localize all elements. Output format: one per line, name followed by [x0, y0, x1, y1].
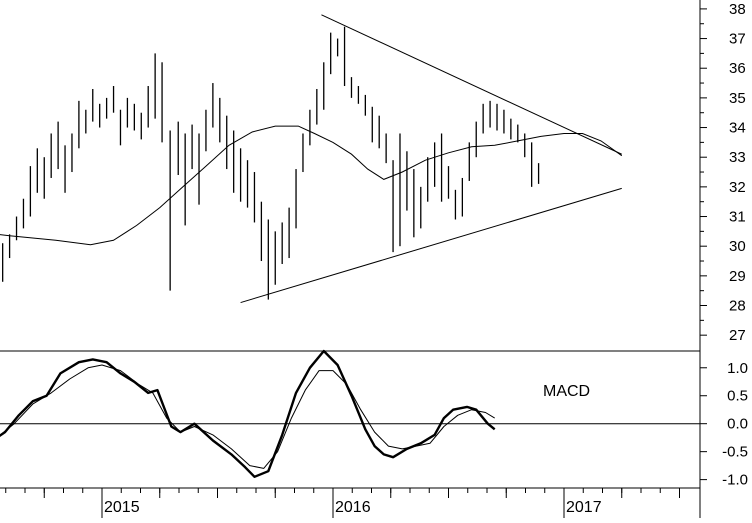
y-tick-label: 31 — [729, 209, 746, 226]
macd-tick-label: 1.0 — [727, 360, 748, 377]
y-tick-labels: 27 28 29 30 31 32 33 34 35 36 37 38 — [729, 1, 746, 344]
macd-tick-label: -0.5 — [722, 444, 748, 461]
y-tick-label: 38 — [729, 1, 746, 18]
macd-label: MACD — [543, 383, 590, 400]
price-bars — [2, 26, 540, 300]
y-tick-label: 30 — [729, 238, 746, 255]
macd-tick-label: 0.0 — [727, 416, 748, 433]
macd-line — [0, 349, 496, 478]
y-tick-label: 28 — [729, 298, 746, 315]
x-tick-labels: 2015 2016 2017 — [104, 499, 602, 516]
y-tick-label: 35 — [729, 90, 746, 107]
moving-average-line — [0, 125, 623, 246]
x-tick-label: 2016 — [335, 499, 371, 516]
trendline-lower — [240, 187, 622, 304]
y-tick-label: 27 — [729, 327, 746, 344]
macd-signal-line — [0, 364, 495, 469]
y-tick-label: 36 — [729, 60, 746, 77]
x-tick-label: 2015 — [104, 499, 140, 516]
y-tick-label: 37 — [729, 31, 746, 48]
moving-average — [0, 125, 623, 246]
axes — [0, 0, 707, 518]
macd-tick-label: 0.5 — [727, 388, 748, 405]
macd-tick-label: -1.0 — [722, 472, 748, 489]
y-tick-label: 29 — [729, 268, 746, 285]
trendline-upper — [321, 14, 622, 155]
macd-lines — [0, 349, 700, 478]
y-tick-label: 33 — [729, 149, 746, 166]
macd-y-tick-labels: 1.0 0.5 0.0 -0.5 -1.0 — [722, 360, 748, 489]
x-tick-label: 2017 — [566, 499, 602, 516]
trendlines — [240, 14, 622, 304]
y-tick-label: 32 — [729, 179, 746, 196]
y-tick-label: 34 — [729, 120, 746, 137]
